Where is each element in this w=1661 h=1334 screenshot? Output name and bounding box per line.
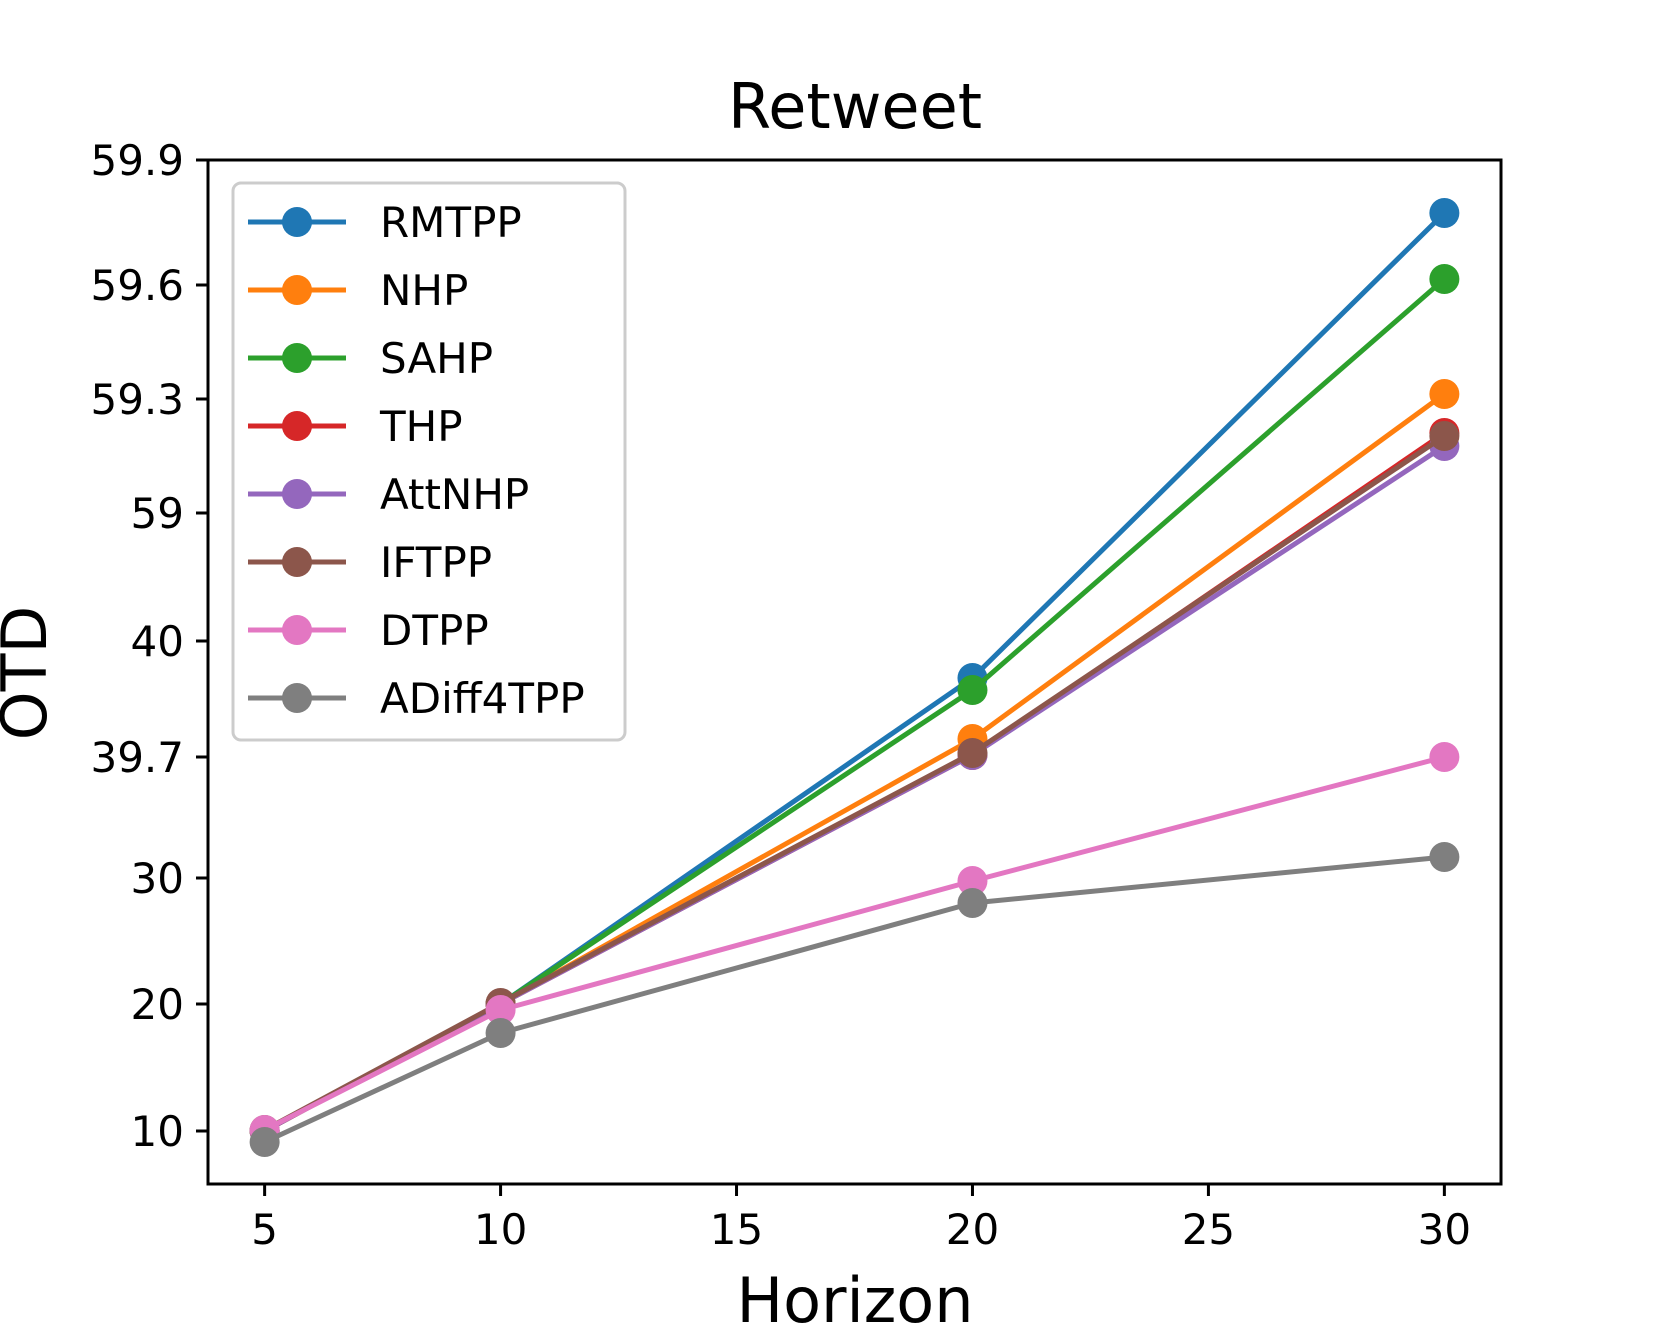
data-point xyxy=(485,995,516,1025)
legend-marker xyxy=(282,479,312,509)
y-tick-label: 59.6 xyxy=(90,261,184,310)
legend-marker xyxy=(282,343,312,373)
series-adiff4tpp xyxy=(249,842,1460,1157)
x-axis-label: Horizon xyxy=(736,1264,973,1329)
series-line xyxy=(262,433,1447,1133)
legend-item: DTPP xyxy=(248,606,489,655)
data-point xyxy=(957,888,988,918)
legend: RMTPP NHP SAHP THP AttNHP IFTPP DTPP ADiff4TPP xyxy=(231,181,627,742)
y-tick-label: 20 xyxy=(131,980,184,1029)
data-point xyxy=(957,738,988,768)
series-line xyxy=(262,754,1447,1133)
y-tick-label: 59.3 xyxy=(90,375,184,424)
data-point xyxy=(1429,379,1460,409)
data-point xyxy=(957,866,988,896)
plot-frame xyxy=(206,158,1503,1186)
legend-item: SAHP xyxy=(248,334,493,383)
series-dtpp xyxy=(249,742,1460,1145)
legend-marker xyxy=(282,411,312,441)
legend-label: ADiff4TPP xyxy=(380,674,585,723)
data-point xyxy=(1429,842,1460,872)
y-tick-label: 40 xyxy=(131,617,184,666)
x-tick-label: 25 xyxy=(1182,1205,1235,1254)
legend-label: AttNHP xyxy=(380,470,529,519)
legend-item: NHP xyxy=(248,266,468,315)
legend-box xyxy=(231,181,627,742)
y-tick-label: 30 xyxy=(131,854,184,903)
legend-marker xyxy=(282,547,312,577)
legend-item: THP xyxy=(248,402,463,451)
legend-marker xyxy=(282,615,312,645)
data-point xyxy=(249,1127,280,1157)
y-tick-label: 59.9 xyxy=(90,136,184,185)
x-tick-label: 10 xyxy=(474,1205,527,1254)
y-tick-label: 59 xyxy=(131,489,184,538)
legend-item: RMTPP xyxy=(248,198,522,247)
data-point xyxy=(1429,264,1460,294)
legend-item: AttNHP xyxy=(248,470,529,519)
series-line xyxy=(262,854,1447,1145)
axis-ticks: 5 10 15 20 25 30 10 20 30 39.7 40 59 59.3 59.6 59.9 xyxy=(90,136,1471,1254)
series-group xyxy=(249,198,1460,1157)
y-tick-label: 39.7 xyxy=(90,733,184,782)
y-axis-label: OTD xyxy=(0,606,61,740)
legend-label: DTPP xyxy=(380,606,489,655)
data-point xyxy=(957,675,988,705)
x-tick-label: 20 xyxy=(946,1205,999,1254)
legend-label: SAHP xyxy=(380,334,493,383)
legend-marker xyxy=(282,275,312,305)
y-tick-label: 10 xyxy=(131,1107,184,1156)
legend-item: ADiff4TPP xyxy=(248,674,585,723)
data-point xyxy=(1429,742,1460,772)
legend-label: IFTPP xyxy=(380,538,492,587)
legend-item: IFTPP xyxy=(248,538,492,587)
data-point xyxy=(1429,421,1460,451)
chart-title: Retweet xyxy=(728,70,982,143)
legend-marker xyxy=(282,207,312,237)
data-point xyxy=(1429,198,1460,228)
legend-label: RMTPP xyxy=(380,198,522,247)
legend-marker xyxy=(282,683,312,713)
legend-label: THP xyxy=(379,402,463,451)
x-tick-label: 30 xyxy=(1418,1205,1471,1254)
x-tick-label: 15 xyxy=(710,1205,763,1254)
legend-label: NHP xyxy=(380,266,468,315)
x-tick-label: 5 xyxy=(251,1205,278,1254)
data-point xyxy=(485,1018,516,1048)
